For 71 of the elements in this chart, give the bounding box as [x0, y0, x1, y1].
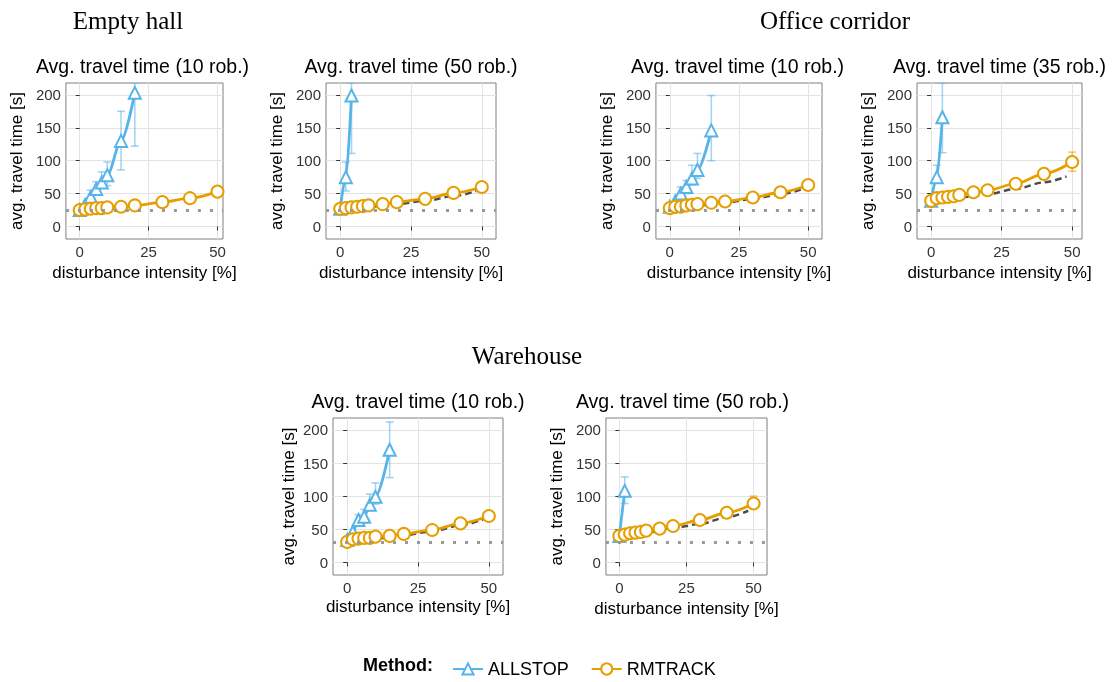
- x-tick-label: 25: [409, 579, 427, 596]
- y-axis-title: avg. travel time [s]: [7, 92, 26, 230]
- y-axis-title: avg. travel time [s]: [858, 92, 878, 230]
- y-tick-label: 200: [302, 421, 328, 439]
- y-tick-label: 200: [886, 86, 912, 104]
- y-tick-label: 50: [311, 520, 328, 538]
- x-tick-label: 50: [209, 243, 226, 260]
- y-tick-label: 200: [625, 86, 651, 104]
- y-tick-label: 50: [895, 185, 912, 203]
- y-axis-title: avg. travel time [s]: [267, 92, 287, 230]
- x-tick-label: 0: [75, 243, 84, 260]
- y-tick-label: 150: [625, 119, 651, 137]
- x-tick-label: 25: [402, 243, 420, 260]
- x-tick-label: 50: [480, 579, 498, 596]
- x-tick-label: 25: [993, 243, 1010, 260]
- chart-title: Avg. travel time (50 rob.): [575, 390, 790, 412]
- x-axis-title: disturbance intensity [%]: [907, 262, 1092, 282]
- y-tick-label: 0: [592, 553, 601, 571]
- y-tick-label: 150: [35, 119, 61, 137]
- y-tick-label: 100: [575, 487, 601, 505]
- y-axis-title: avg. travel time [s]: [597, 92, 616, 230]
- x-tick-label: 0: [665, 243, 674, 260]
- y-axis-title: avg. travel time [s]: [279, 427, 298, 566]
- y-axis-title: avg. travel time [s]: [547, 427, 566, 566]
- x-axis-title: disturbance intensity [%]: [52, 262, 237, 282]
- x-axis-title: disturbance intensity [%]: [318, 262, 504, 282]
- y-tick-label: 200: [575, 421, 601, 439]
- y-tick-label: 100: [625, 152, 651, 170]
- y-tick-label: 0: [642, 217, 651, 235]
- chart-title: Avg. travel time (35 rob.): [892, 55, 1107, 77]
- chart-title: Avg. travel time (10 rob.): [630, 55, 845, 77]
- y-tick-label: 150: [886, 119, 912, 137]
- chart-title: Avg. travel time (10 rob.): [35, 55, 250, 77]
- x-tick-label: 25: [678, 579, 695, 596]
- chart-title: Avg. travel time (10 rob.): [311, 390, 525, 412]
- y-tick-label: 50: [304, 185, 321, 203]
- y-tick-label: 150: [302, 454, 328, 472]
- text: Warehouse: [471, 341, 583, 369]
- y-tick-label: 50: [44, 185, 61, 203]
- y-tick-label: 200: [35, 86, 61, 104]
- y-tick-label: 100: [35, 152, 61, 170]
- y-tick-label: 0: [319, 553, 328, 571]
- x-tick-label: 0: [335, 243, 345, 260]
- legend-title: Method:: [363, 655, 433, 675]
- y-tick-label: 100: [886, 152, 912, 170]
- y-tick-label: 200: [295, 86, 321, 104]
- y-tick-label: 50: [634, 185, 651, 203]
- y-tick-label: 150: [295, 119, 321, 137]
- y-tick-label: 100: [295, 152, 321, 170]
- x-tick-label: 50: [745, 579, 762, 596]
- x-tick-label: 0: [926, 243, 936, 260]
- x-axis-title: disturbance intensity [%]: [594, 598, 779, 618]
- y-tick-label: 150: [575, 454, 601, 472]
- text: Office corridor: [759, 6, 911, 34]
- y-tick-label: 0: [903, 217, 912, 235]
- x-axis-title: disturbance intensity [%]: [325, 597, 511, 616]
- x-tick-label: 25: [140, 243, 157, 260]
- y-tick-label: 0: [52, 217, 61, 235]
- legend-label: RMTRACK: [626, 659, 716, 679]
- x-tick-label: 0: [342, 579, 352, 596]
- y-tick-label: 100: [302, 487, 328, 505]
- x-tick-label: 50: [1063, 243, 1081, 260]
- y-tick-label: 50: [584, 520, 601, 538]
- x-tick-label: 50: [799, 243, 817, 260]
- legend-label: ALLSTOP: [488, 659, 569, 679]
- x-tick-label: 25: [730, 243, 748, 260]
- x-axis-title: disturbance intensity [%]: [646, 262, 832, 282]
- text: Empty hall: [72, 6, 184, 34]
- x-tick-label: 50: [473, 243, 491, 260]
- chart-title: Avg. travel time (50 rob.): [304, 55, 518, 77]
- y-tick-label: 0: [312, 217, 321, 235]
